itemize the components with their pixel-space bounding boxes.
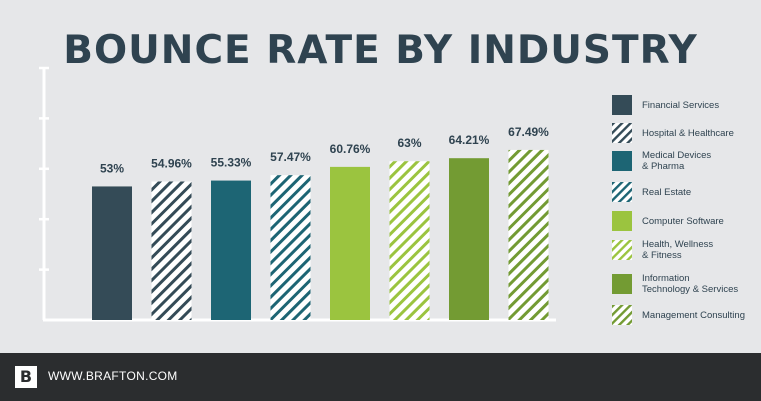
legend-item: Hospital & Healthcare [612, 116, 757, 150]
bar-value-label: 55.33% [211, 156, 252, 170]
legend-item: Computer Software [612, 204, 757, 238]
bar-chart: 53% 54.96% 55.33% 57.47% 60.76% 63% 64.21% 67.4… [39, 66, 556, 322]
legend-swatch [612, 211, 632, 231]
chart-title: BOUNCE RATE BY INDUSTRY [63, 28, 698, 73]
bar-8 [508, 149, 549, 320]
legend-item: Management Consulting [612, 298, 757, 332]
footer-url: WWW.BRAFTON.COM [48, 369, 178, 383]
legend-label: Hospital & Healthcare [642, 127, 734, 139]
bar-value-label: 54.96% [151, 157, 192, 171]
legend-label: Computer Software [642, 215, 724, 227]
bar-value-label: 64.21% [449, 133, 490, 147]
bar-1 [92, 186, 132, 320]
legend-swatch [612, 95, 632, 115]
bar-value-label: 57.47% [270, 150, 311, 164]
brafton-logo: B [15, 366, 37, 388]
legend-label: Real Estate [642, 186, 692, 198]
bar-6 [389, 161, 430, 320]
legend-swatch [612, 240, 632, 260]
bar-3 [211, 180, 251, 320]
legend-swatch [612, 305, 632, 325]
legend-label: Management Consulting [642, 309, 745, 321]
legend-item: Health, Wellness & Fitness [612, 233, 757, 267]
bar-5 [330, 166, 370, 320]
bar-4 [270, 175, 311, 320]
legend-label: Financial Services [642, 99, 720, 111]
legend-swatch [612, 151, 632, 171]
legend-item: Real Estate [612, 175, 757, 209]
legend-item: Financial Services [612, 88, 757, 122]
legend-label: Health, Wellness & Fitness [642, 239, 714, 261]
bar-value-label: 53% [100, 161, 124, 175]
legend-swatch [612, 274, 632, 294]
bar-2 [151, 181, 192, 320]
legend-swatch [612, 182, 632, 202]
bar-value-label: 63% [397, 136, 421, 150]
legend-item: Medical Devices & Pharma [612, 144, 757, 178]
footer: B WWW.BRAFTON.COM [0, 353, 761, 401]
legend-swatch [612, 123, 632, 143]
legend-label: Medical Devices & Pharma [642, 150, 712, 172]
legend-item: Information Technology & Services [612, 267, 757, 301]
bar-value-label: 67.49% [508, 125, 549, 139]
bar-7 [449, 158, 489, 320]
bar-value-label: 60.76% [330, 142, 371, 156]
legend-label: Information Technology & Services [642, 273, 739, 295]
